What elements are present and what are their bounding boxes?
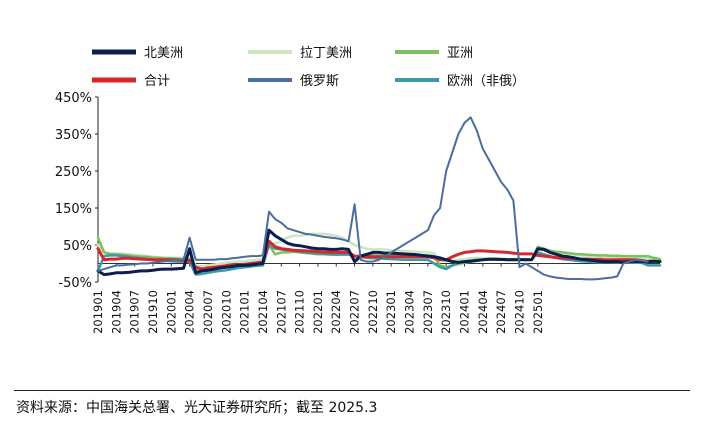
y-tick-label: 250% (55, 165, 92, 180)
x-tick-label: 202304 (403, 290, 417, 334)
series-line-4 (97, 116, 649, 281)
x-tick-label: 202110 (293, 290, 307, 334)
x-tick-label: 202207 (348, 290, 362, 334)
series-line-3 (96, 239, 656, 271)
legend-label: 欧洲（非俄） (447, 74, 525, 89)
x-tick-label: 202010 (219, 290, 233, 334)
legend-label: 俄罗斯 (300, 74, 339, 89)
x-tick-label: 201904 (109, 290, 123, 334)
y-tick-label: 450% (55, 91, 92, 106)
x-tick-label: 202310 (439, 290, 453, 334)
legend-label: 合计 (144, 74, 170, 89)
x-axis: 201901 201904 201907 201910 202001 202004 2020… (91, 263, 660, 334)
x-tick-label: 201901 (91, 290, 105, 334)
x-tick-label: 202410 (513, 290, 527, 334)
y-tick-label: 50% (63, 239, 92, 254)
x-tick-label: 202101 (238, 290, 252, 334)
legend-label: 亚洲 (447, 46, 473, 61)
x-tick-label: 202404 (476, 290, 490, 334)
x-tick-label: 201907 (128, 290, 142, 334)
x-tick-label: 202004 (183, 290, 197, 334)
x-tick-label: 202210 (366, 290, 380, 334)
legend-label: 北美洲 (144, 46, 183, 61)
legend-label: 拉丁美洲 (300, 46, 352, 61)
x-tick-label: 202501 (531, 290, 545, 334)
x-tick-label: 202201 (311, 290, 325, 334)
y-tick-label: 350% (55, 128, 92, 143)
x-tick-label: 202301 (384, 290, 398, 334)
y-tick-label: -50% (58, 276, 92, 291)
footer-divider (14, 390, 690, 391)
x-tick-label: 202001 (164, 290, 178, 334)
x-tick-label: 202401 (458, 290, 472, 334)
x-tick-label: 201910 (146, 290, 160, 334)
x-tick-label: 202007 (201, 290, 215, 334)
x-tick-label: 202204 (329, 290, 343, 334)
x-tick-label: 202307 (421, 290, 435, 334)
x-tick-label: 202107 (274, 290, 288, 334)
y-axis: 450% 350% 250% 150% 50% -50% (55, 91, 99, 291)
y-tick-label: 150% (55, 202, 92, 217)
series-line-0 (96, 228, 662, 277)
x-tick-label: 202407 (494, 290, 508, 334)
x-tick-label: 202104 (256, 290, 270, 334)
plot-area (96, 116, 662, 281)
source-note: 资料来源：中国海关总署、光大证券研究所；截至 2025.3 (16, 400, 378, 416)
